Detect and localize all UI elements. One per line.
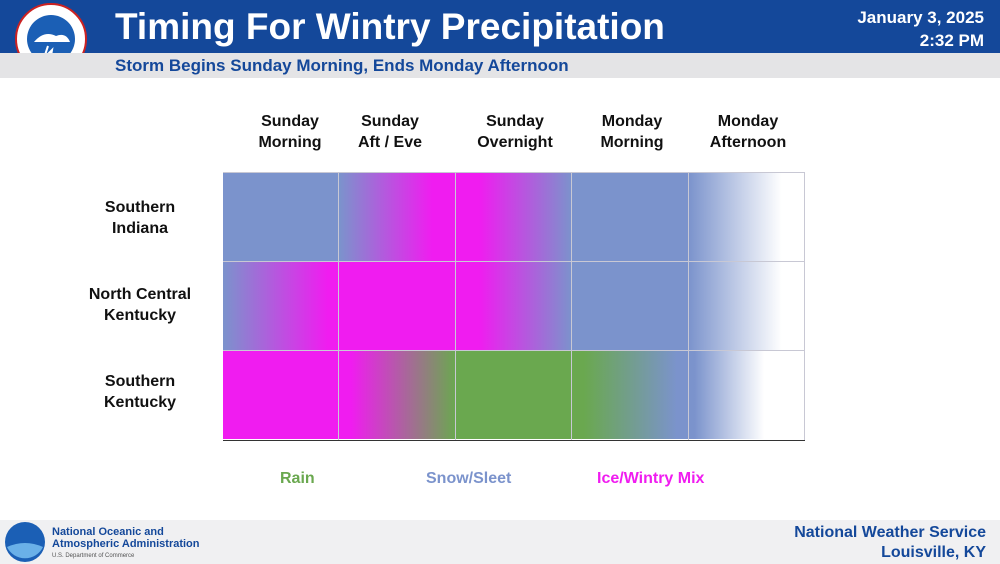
row-line: Kentucky <box>103 307 177 324</box>
row-line: North Central <box>88 286 192 303</box>
column-header: Monday Afternoon <box>688 111 808 153</box>
office: National Weather Service Louisville, KY <box>794 523 986 563</box>
column-line: Sunday <box>361 113 419 130</box>
header-bar <box>0 0 1000 53</box>
precip-row <box>223 261 805 350</box>
column-line: Overnight <box>477 134 553 151</box>
noaa-logo <box>5 522 45 562</box>
column-line: Afternoon <box>709 134 787 151</box>
time: 2:32 PM <box>919 31 984 50</box>
title: Timing For Wintry Precipitation <box>115 6 665 47</box>
agency-line: National Oceanic and <box>52 526 164 538</box>
grid-cell <box>572 173 689 262</box>
grid-cell <box>455 262 573 351</box>
column-header: Sunday Morning <box>230 111 350 153</box>
subtitle-bar <box>0 53 1000 78</box>
subtitle: Storm Begins Sunday Morning, Ends Monday… <box>115 56 569 75</box>
precip-row <box>223 350 805 439</box>
row-header: Southern Indiana <box>70 197 210 239</box>
column-header: Sunday Overnight <box>455 111 575 153</box>
grid-cell <box>456 351 573 440</box>
row-line: Indiana <box>111 220 168 237</box>
column-line: Monday <box>717 113 779 130</box>
grid-cell <box>455 173 573 262</box>
grid-cell <box>223 173 340 262</box>
legend-rain: Rain <box>280 470 315 487</box>
agency: National Oceanic and Atmospheric Adminis… <box>52 526 200 562</box>
agency-line: Atmospheric Administration <box>52 538 200 550</box>
grid-cell <box>339 262 456 351</box>
grid-cell <box>223 262 340 351</box>
grid-cell <box>339 351 456 440</box>
timestamp: January 3, 2025 2:32 PM <box>857 6 984 52</box>
legend-snow: Snow/Sleet <box>426 470 512 487</box>
precip-row <box>223 172 805 261</box>
grid-cell <box>223 351 340 440</box>
column-header: Monday Morning <box>572 111 692 153</box>
grid-cell <box>339 173 456 262</box>
grid-cell <box>572 351 689 440</box>
grid-cell <box>688 173 805 262</box>
row-line: Kentucky <box>103 394 177 411</box>
row-header: North Central Kentucky <box>70 284 210 326</box>
legend-ice: Ice/Wintry Mix <box>597 470 705 487</box>
office-location: Louisville, KY <box>881 544 986 561</box>
grid-cell <box>688 262 805 351</box>
grid-cell <box>689 351 805 440</box>
office-name: National Weather Service <box>794 524 986 541</box>
date: January 3, 2025 <box>857 8 984 27</box>
grid <box>223 172 805 441</box>
column-line: Aft / Eve <box>357 134 422 151</box>
column-header: Sunday Aft / Eve <box>330 111 450 153</box>
column-line: Monday <box>601 113 663 130</box>
department: U.S. Department of Commerce <box>52 553 135 559</box>
row-header: Southern Kentucky <box>70 371 210 413</box>
row-line: Southern <box>104 199 176 216</box>
footer-bar <box>0 520 1000 564</box>
column-line: Morning <box>258 134 322 151</box>
row-line: Southern <box>104 373 176 390</box>
grid-cell <box>572 262 689 351</box>
column-line: Morning <box>600 134 664 151</box>
column-line: Sunday <box>261 113 319 130</box>
column-line: Sunday <box>486 113 544 130</box>
